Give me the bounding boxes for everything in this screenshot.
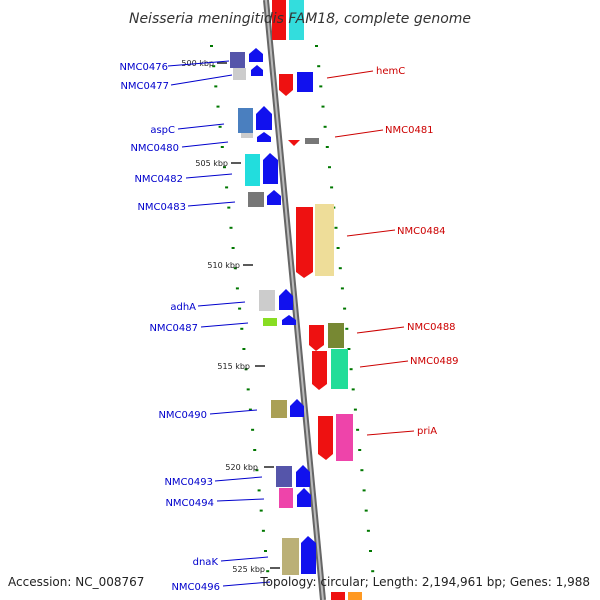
gene-label-nmc0476: NMC0476 (119, 62, 168, 73)
gene-label-aspc: aspC (150, 125, 175, 136)
gene-label-nmc0477: NMC0477 (120, 81, 169, 92)
tick-label-515: 515 kbp (217, 362, 250, 371)
map-title: Neisseria meningitidis FAM18, complete g… (129, 11, 471, 27)
gene-label-nmc0489: NMC0489 (410, 356, 459, 367)
tick-label-520: 520 kbp (225, 463, 258, 472)
gene-label-nmc0496: NMC0496 (171, 582, 220, 593)
gene-label-adha: adhA (170, 302, 196, 313)
gene-label-nmc0494: NMC0494 (165, 498, 214, 509)
accession-text: Accession: NC_008767 (8, 575, 144, 589)
tick-label-510: 510 kbp (207, 261, 240, 270)
right-gene-labels (326, 70, 415, 436)
gene-label-nmc0481: NMC0481 (385, 125, 434, 136)
gene-label-nmc0490: NMC0490 (158, 410, 207, 421)
gene-label-nmc0493: NMC0493 (164, 477, 213, 488)
gene-label-hemc: hemC (376, 66, 405, 77)
tick-label-505: 505 kbp (195, 159, 228, 168)
genome-summary: Topology: circular; Length: 2,194,961 bp… (259, 575, 590, 589)
gene-label-pria: priA (417, 426, 437, 437)
tick-label-525: 525 kbp (232, 565, 265, 574)
genome-backbone (263, 0, 326, 600)
gene-label-nmc0482: NMC0482 (134, 174, 183, 185)
gene-label-nmc0484: NMC0484 (397, 226, 446, 237)
gene-label-nmc0483: NMC0483 (137, 202, 186, 213)
gene-label-nmc0488: NMC0488 (407, 322, 456, 333)
left-gene-labels (167, 60, 271, 587)
gene-label-nmc0480: NMC0480 (130, 143, 179, 154)
gene-label-nmc0487: NMC0487 (149, 323, 198, 334)
gene-features (230, 0, 362, 600)
tick-dots (210, 45, 375, 573)
gene-label-dnak: dnaK (193, 557, 219, 568)
